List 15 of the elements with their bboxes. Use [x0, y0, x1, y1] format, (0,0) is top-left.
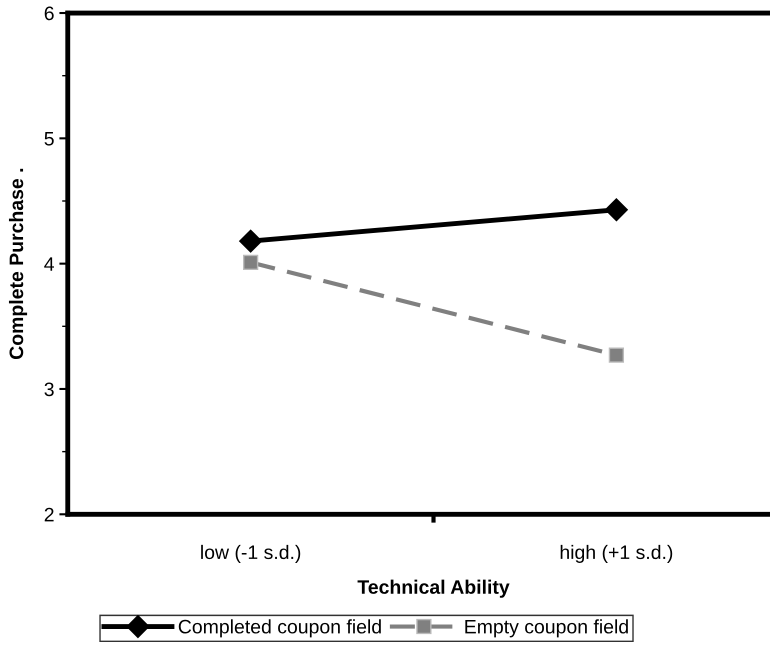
point: [239, 230, 262, 253]
legend-label: Completed coupon field: [178, 619, 381, 638]
legend-label: Empty coupon field: [465, 619, 628, 638]
point: [608, 347, 624, 363]
point: [242, 254, 258, 270]
x-axis-title: Technical Ability: [358, 580, 510, 598]
y-tick-label: 3: [44, 382, 54, 396]
x-tick-label: low (-1 s.d.): [201, 544, 300, 563]
y-tick-label: 4: [44, 257, 54, 271]
x-tick-label: high (+1 s.d.): [560, 544, 672, 563]
y-tick-label: 6: [44, 6, 54, 20]
y-tick-label: 5: [44, 132, 54, 146]
point: [604, 198, 628, 222]
y-axis-title: Complete Purchase .: [8, 168, 28, 360]
y-tick-label: 2: [44, 508, 54, 522]
